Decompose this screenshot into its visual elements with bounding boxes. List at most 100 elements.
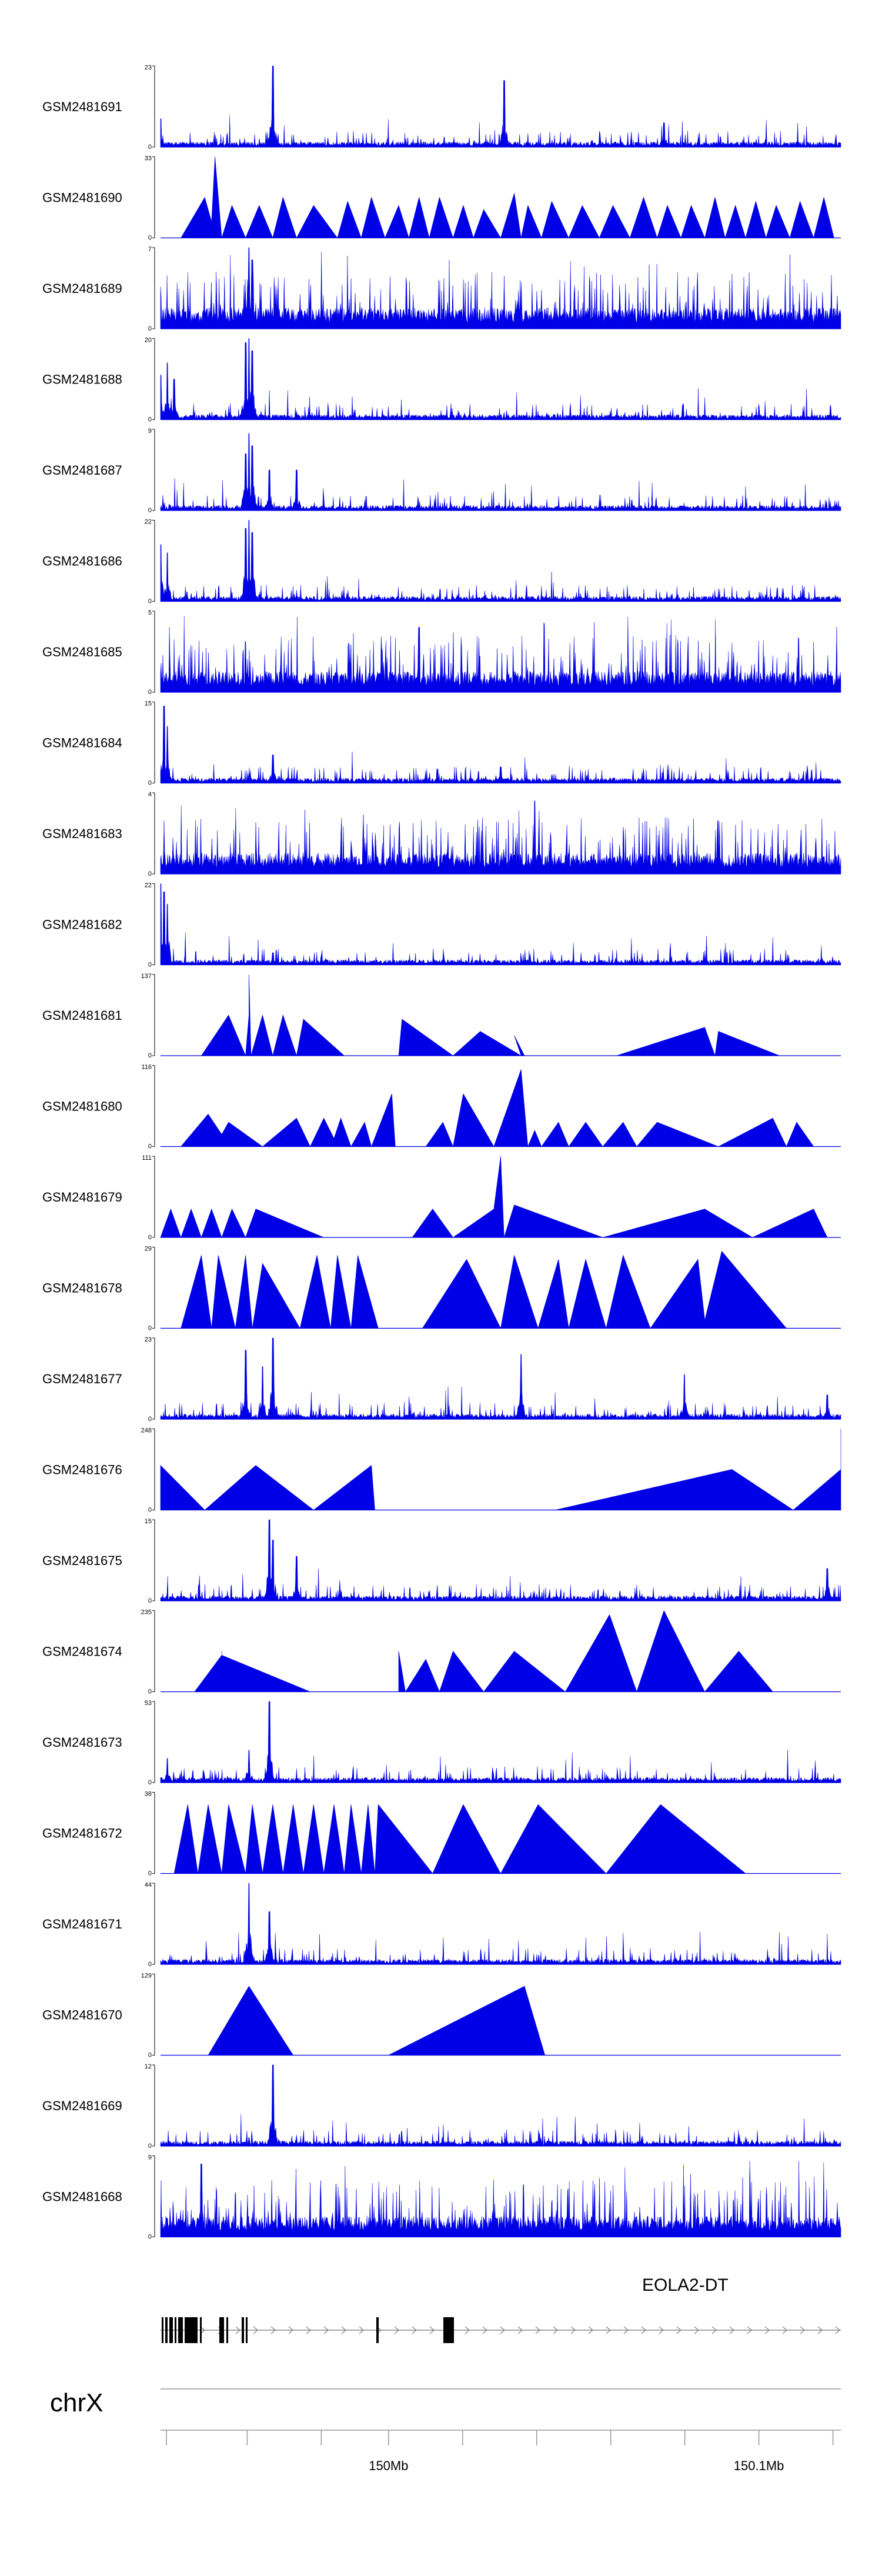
strand-arrow bbox=[570, 2326, 576, 2334]
track-label: GSM2481669 bbox=[42, 2098, 122, 2113]
coverage-area bbox=[201, 974, 780, 1057]
track-max-label: 4 bbox=[148, 791, 152, 798]
gene-track: EOLA2-DT bbox=[161, 2275, 841, 2343]
coverage-area bbox=[173, 1804, 746, 1874]
track-min-label: 0 bbox=[148, 2052, 152, 2059]
axis-tick-label: 150Mb bbox=[369, 2458, 408, 2473]
track-max-label: 129 bbox=[141, 1973, 152, 1980]
strand-arrow bbox=[659, 2326, 664, 2334]
track-GSM2481668: GSM2481668 9 0 bbox=[42, 2154, 841, 2241]
track-GSM2481690: GSM2481690 33 0 bbox=[42, 155, 841, 242]
genome-axis: chrX 150Mb 150.1Mb bbox=[50, 2388, 841, 2473]
gene-exon bbox=[246, 2317, 248, 2343]
strand-arrow bbox=[359, 2326, 364, 2334]
track-label: GSM2481688 bbox=[42, 372, 122, 387]
track-max-label: 29 bbox=[145, 1246, 152, 1253]
track-min-label: 0 bbox=[148, 235, 152, 242]
track-max-label: 111 bbox=[142, 1154, 152, 1162]
coverage-area bbox=[160, 616, 841, 693]
track-max-label: 235 bbox=[141, 1609, 152, 1616]
strand-arrow bbox=[835, 2326, 840, 2334]
coverage-area bbox=[208, 1986, 684, 2056]
gene-exon bbox=[226, 2317, 228, 2343]
track-min-label: 0 bbox=[148, 1961, 152, 1968]
track-max-label: 22 bbox=[145, 882, 152, 889]
track-label: GSM2481675 bbox=[42, 1553, 122, 1568]
coverage-area bbox=[160, 1429, 841, 1510]
track-min-label: 0 bbox=[148, 962, 152, 969]
track-label: GSM2481671 bbox=[42, 1917, 122, 1931]
coverage-area bbox=[194, 1610, 773, 1693]
strand-arrow bbox=[200, 2326, 205, 2334]
track-max-label: 116 bbox=[141, 1064, 152, 1071]
gene-exon bbox=[443, 2317, 454, 2343]
coverage-area bbox=[160, 247, 841, 329]
track-max-label: 7 bbox=[148, 246, 152, 253]
track-GSM2481686: GSM2481686 22 0 bbox=[42, 519, 841, 605]
track-min-label: 0 bbox=[148, 1597, 152, 1604]
strand-arrow bbox=[270, 2326, 276, 2334]
track-max-label: 22 bbox=[145, 519, 152, 526]
track-label: GSM2481683 bbox=[42, 826, 122, 841]
strand-arrow bbox=[341, 2326, 346, 2334]
track-max-label: 12 bbox=[145, 2063, 152, 2070]
coverage-area bbox=[160, 2064, 841, 2147]
track-label: GSM2481680 bbox=[42, 1099, 122, 1114]
track-label: GSM2481684 bbox=[42, 736, 122, 750]
track-min-label: 0 bbox=[148, 1325, 152, 1332]
track-min-label: 0 bbox=[148, 598, 152, 605]
strand-arrow bbox=[641, 2326, 646, 2334]
track-min-label: 0 bbox=[148, 1143, 152, 1150]
track-max-label: 15 bbox=[145, 700, 152, 708]
gene-exon bbox=[175, 2317, 176, 2343]
track-max-label: 33 bbox=[145, 155, 152, 162]
strand-arrow bbox=[747, 2326, 752, 2334]
track-GSM2481678: GSM2481678 29 0 bbox=[42, 1246, 841, 1332]
track-GSM2481685: GSM2481685 5 0 bbox=[42, 609, 841, 696]
track-max-label: 38 bbox=[145, 1791, 152, 1798]
strand-arrow bbox=[500, 2326, 505, 2334]
strand-arrow bbox=[235, 2326, 240, 2334]
track-max-label: 5 bbox=[148, 609, 152, 616]
coverage-area bbox=[160, 800, 841, 875]
track-min-label: 0 bbox=[148, 1507, 152, 1514]
strand-arrow bbox=[412, 2326, 417, 2334]
track-GSM2481676: GSM2481676 248 0 bbox=[42, 1427, 841, 1514]
track-GSM2481691: GSM2481691 23 0 bbox=[42, 64, 841, 151]
track-GSM2481677: GSM2481677 23 0 bbox=[42, 1336, 841, 1423]
gene-exon bbox=[242, 2317, 244, 2343]
gene-exon bbox=[178, 2317, 183, 2343]
track-GSM2481674: GSM2481674 235 0 bbox=[42, 1609, 841, 1696]
track-label: GSM2481668 bbox=[42, 2190, 122, 2204]
track-GSM2481684: GSM2481684 15 0 bbox=[42, 700, 841, 787]
strand-arrow bbox=[817, 2326, 823, 2334]
track-GSM2481675: GSM2481675 15 0 bbox=[42, 1518, 841, 1604]
track-min-label: 0 bbox=[148, 1416, 152, 1423]
track-min-label: 0 bbox=[148, 780, 152, 787]
track-GSM2481682: GSM2481682 22 0 bbox=[42, 882, 841, 969]
track-min-label: 0 bbox=[148, 1870, 152, 1877]
track-GSM2481681: GSM2481681 137 0 bbox=[42, 973, 841, 1059]
gene-name-label: EOLA2-DT bbox=[642, 2275, 729, 2295]
track-max-label: 23 bbox=[145, 64, 152, 71]
chromosome-label: chrX bbox=[50, 2388, 103, 2417]
strand-arrow bbox=[482, 2326, 487, 2334]
track-max-label: 23 bbox=[145, 1336, 152, 1343]
coverage-area bbox=[160, 520, 841, 602]
coverage-area bbox=[160, 1883, 841, 1965]
coverage-area bbox=[160, 883, 841, 965]
strand-arrow bbox=[711, 2326, 717, 2334]
track-label: GSM2481681 bbox=[42, 1008, 122, 1023]
coverage-area bbox=[160, 433, 841, 511]
track-label: GSM2481687 bbox=[42, 463, 122, 478]
strand-arrow bbox=[553, 2326, 558, 2334]
strand-arrow bbox=[535, 2326, 540, 2334]
gene-exon bbox=[169, 2317, 173, 2343]
coverage-area bbox=[160, 2161, 841, 2237]
track-GSM2481673: GSM2481673 53 0 bbox=[42, 1700, 841, 1786]
coverage-area bbox=[160, 1701, 841, 1783]
track-max-label: 53 bbox=[145, 1700, 152, 1707]
coverage-area bbox=[160, 1337, 841, 1420]
track-label: GSM2481677 bbox=[42, 1372, 122, 1386]
track-min-label: 0 bbox=[148, 325, 152, 332]
